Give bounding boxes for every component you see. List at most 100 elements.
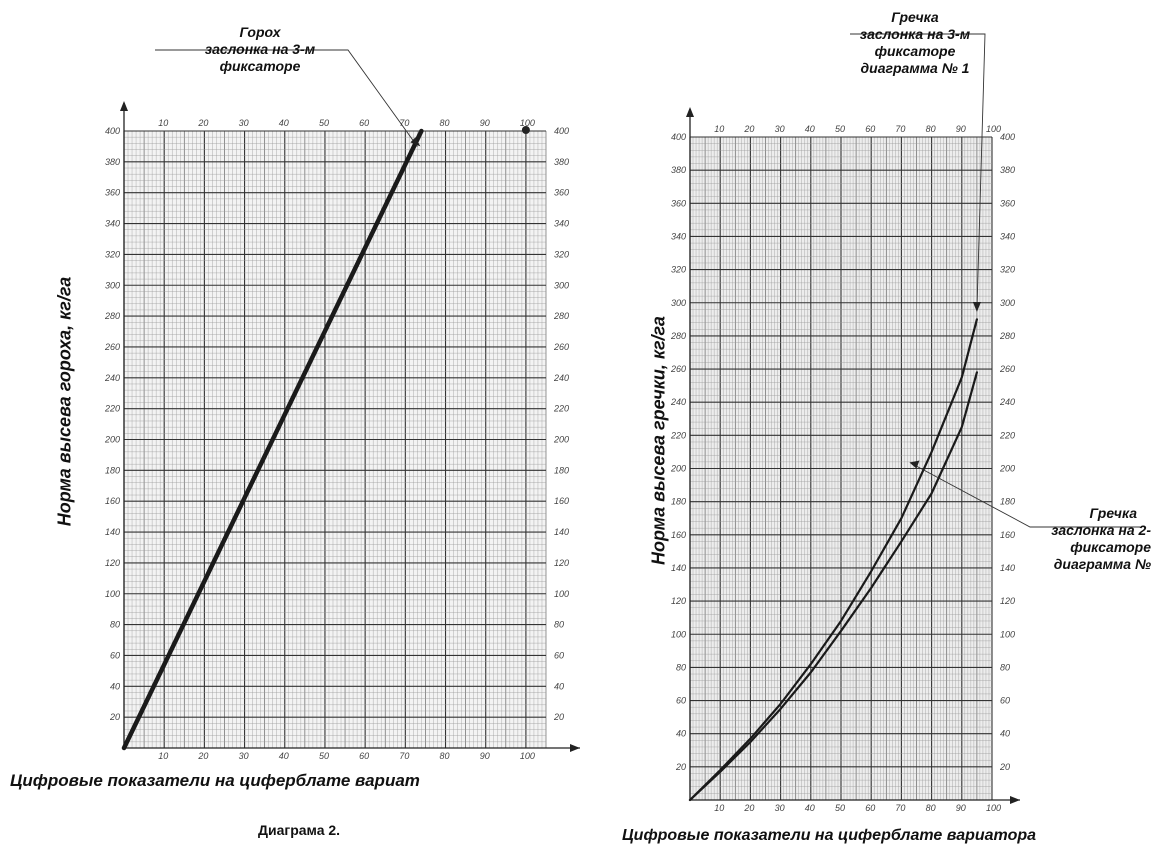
left-x-tick-label-top: 10 xyxy=(158,118,168,128)
right-x-tick-label-top: 30 xyxy=(775,124,785,134)
right-annotation-arrowhead-1 xyxy=(972,302,981,313)
annotation-buckwheat-3-line: диаграмма № 1 xyxy=(860,60,970,76)
left-y-tick-label-right: 160 xyxy=(554,496,569,506)
left-y-tick-label-left: 240 xyxy=(104,373,120,383)
left-x-axis-arrow xyxy=(570,744,580,752)
left-x-tick-label-top: 20 xyxy=(197,118,208,128)
left-y-tick-label-left: 140 xyxy=(105,527,120,537)
left-y-axis-arrow xyxy=(120,101,128,111)
right-x-tick-label-bottom: 40 xyxy=(805,803,815,813)
left-y-tick-label-right: 100 xyxy=(554,589,569,599)
right-x-tick-label-bottom: 90 xyxy=(956,803,966,813)
right-y-tick-label-left: 60 xyxy=(676,696,686,706)
right-x-axis-label: Цифровые показатели на циферблате вариат… xyxy=(622,827,1037,844)
right-y-tick-label-left: 360 xyxy=(671,198,686,208)
right-y-axis-label: Норма высева гречки, кг/га xyxy=(648,316,669,565)
annotation-peas-line: фиксаторе xyxy=(219,58,301,74)
right-y-tick-label-left: 240 xyxy=(670,397,686,407)
right-x-tick-label-top: 40 xyxy=(805,124,815,134)
left-y-tick-label-left: 320 xyxy=(105,249,120,259)
annotation-buckwheat-2: Гречка заслонка на 2- фиксаторе диаграмм… xyxy=(1020,505,1151,573)
left-x-tick-label-top: 50 xyxy=(319,118,329,128)
right-x-tick-label-bottom: 50 xyxy=(835,803,845,813)
left-y-tick-label-right: 280 xyxy=(553,311,569,321)
left-y-tick-label-right: 20 xyxy=(553,712,564,722)
right-x-tick-label-bottom: 30 xyxy=(775,803,785,813)
right-y-tick-label-left: 20 xyxy=(675,762,686,772)
left-x-tick-label-top: 60 xyxy=(359,118,369,128)
left-y-tick-label-right: 260 xyxy=(553,342,569,352)
right-y-tick-label-right: 260 xyxy=(999,364,1015,374)
left-y-tick-label-right: 300 xyxy=(554,280,569,290)
left-y-tick-label-left: 300 xyxy=(105,280,120,290)
right-y-tick-label-right: 320 xyxy=(1000,265,1015,275)
right-series-line-1 xyxy=(688,318,978,802)
annotation-peas-line: Горох xyxy=(239,24,281,40)
left-x-tick-label-top: 100 xyxy=(520,118,535,128)
right-y-tick-label-left: 320 xyxy=(671,265,686,275)
left-y-tick-label-left: 180 xyxy=(105,465,120,475)
right-y-tick-label-right: 300 xyxy=(1000,298,1015,308)
annotation-buckwheat-3: Гречка заслонка на 3-м фиксаторе диаграм… xyxy=(820,9,1010,77)
left-x-tick-label-bottom: 40 xyxy=(279,751,289,761)
right-x-tick-label-bottom: 100 xyxy=(986,803,1001,813)
annotation-buckwheat-2-line: фиксаторе xyxy=(1070,539,1151,555)
left-y-tick-label-right: 240 xyxy=(553,373,569,383)
right-x-tick-label-top: 90 xyxy=(956,124,966,134)
annotation-buckwheat-3-line: заслонка на 3-м xyxy=(859,26,971,42)
left-y-tick-label-right: 360 xyxy=(554,188,569,198)
left-x-axis-label: Цифровые показатели на циферблате вариат xyxy=(10,771,420,790)
right-y-tick-label-left: 300 xyxy=(671,298,686,308)
left-y-tick-label-right: 80 xyxy=(554,620,564,630)
left-x-tick-label-top: 70 xyxy=(399,118,409,128)
left-y-tick-label-left: 80 xyxy=(110,620,120,630)
right-y-tick-label-left: 140 xyxy=(671,563,686,573)
right-x-tick-label-top: 70 xyxy=(895,124,905,134)
left-x-tick-label-top: 90 xyxy=(480,118,490,128)
right-y-tick-label-right: 180 xyxy=(1000,497,1015,507)
left-y-tick-label-left: 380 xyxy=(105,157,120,167)
right-y-tick-label-left: 220 xyxy=(670,430,686,440)
right-x-axis-arrow xyxy=(1010,796,1020,804)
left-series-line-1 xyxy=(121,128,424,751)
right-y-tick-label-left: 200 xyxy=(670,464,686,474)
right-x-tick-label-top: 20 xyxy=(743,124,754,134)
left-y-tick-label-right: 340 xyxy=(554,219,569,229)
left-x-tick-label-bottom: 60 xyxy=(359,751,369,761)
left-y-tick-label-left: 40 xyxy=(110,681,120,691)
diagram-caption: Диаграма 2. xyxy=(258,822,341,838)
left-y-tick-label-left: 20 xyxy=(109,712,120,722)
right-y-tick-label-right: 340 xyxy=(1000,231,1015,241)
annotation-buckwheat-2-line: диаграмма № xyxy=(1053,556,1151,572)
right-y-tick-label-left: 340 xyxy=(671,231,686,241)
right-x-tick-label-top: 80 xyxy=(926,124,936,134)
right-x-tick-label-bottom: 70 xyxy=(895,803,905,813)
right-y-tick-label-left: 260 xyxy=(670,364,686,374)
right-y-tick-label-right: 160 xyxy=(1000,530,1015,540)
annotation-buckwheat-2-line: заслонка на 2- xyxy=(1051,522,1151,538)
right-annotation-leader-2 xyxy=(913,464,1140,528)
left-y-tick-label-right: 200 xyxy=(553,435,569,445)
left-y-tick-label-right: 40 xyxy=(554,681,564,691)
right-y-tick-label-left: 180 xyxy=(671,497,686,507)
left-y-tick-label-right: 120 xyxy=(554,558,569,568)
right-y-tick-label-right: 40 xyxy=(1000,729,1010,739)
left-y-tick-label-right: 180 xyxy=(554,465,569,475)
left-y-tick-label-right: 220 xyxy=(553,404,569,414)
right-y-tick-label-right: 60 xyxy=(1000,696,1010,706)
left-y-tick-label-right: 140 xyxy=(554,527,569,537)
left-x-tick-label-top: 40 xyxy=(279,118,289,128)
left-y-tick-label-left: 400 xyxy=(105,126,120,136)
left-y-tick-label-left: 360 xyxy=(105,188,120,198)
left-x-tick-label-bottom: 70 xyxy=(399,751,409,761)
right-y-tick-label-left: 80 xyxy=(676,662,686,672)
right-y-tick-label-right: 280 xyxy=(999,331,1015,341)
left-x-tick-label-bottom: 20 xyxy=(197,751,208,761)
left-x-tick-label-bottom: 80 xyxy=(440,751,450,761)
right-x-tick-label-top: 60 xyxy=(865,124,875,134)
right-y-tick-label-right: 220 xyxy=(999,430,1015,440)
left-y-tick-label-left: 280 xyxy=(104,311,120,321)
right-y-tick-label-right: 80 xyxy=(1000,662,1010,672)
annotation-buckwheat-2-line: Гречка xyxy=(1089,505,1137,521)
right-y-tick-label-left: 400 xyxy=(671,132,686,142)
